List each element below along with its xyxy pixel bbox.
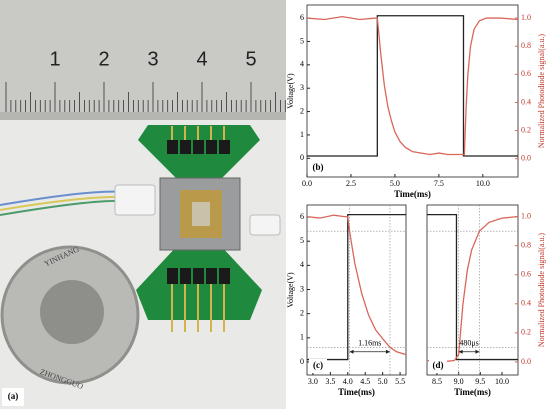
y2-tick-label: 0.6 xyxy=(521,69,531,78)
data-line xyxy=(307,214,406,361)
panel-label: (c) xyxy=(313,360,323,370)
annotation-text: 480μs xyxy=(459,339,478,348)
y2-tick-label: 0.2 xyxy=(521,328,531,337)
plot-area xyxy=(426,204,519,376)
annotation-text: 1.16ms xyxy=(358,339,381,348)
pin-header xyxy=(219,140,230,154)
y-tick-label: 2 xyxy=(300,308,304,317)
y-tick-label: 5 xyxy=(300,36,304,45)
pin-header xyxy=(193,140,204,154)
x-tick-label: 3.5 xyxy=(325,377,335,386)
x-tick-label: 10.0 xyxy=(476,179,490,188)
pin-header xyxy=(206,268,217,284)
panel-label: (b) xyxy=(313,162,324,172)
x-tick-label: 0.0 xyxy=(302,179,312,188)
chart: 3.0 3.5 4.0 4.5 5.0 5.5 0 1 2 3 4 5 6 Time(ms) Voltage… xyxy=(286,204,407,397)
y2-tick-label: 0.0 xyxy=(521,154,531,163)
data-line xyxy=(427,214,518,361)
ruler-number: 2 xyxy=(98,48,109,70)
y-tick-label: 4 xyxy=(300,260,304,269)
y-axis-label: Voltage(V) xyxy=(286,73,295,109)
y-tick-label: 1 xyxy=(300,130,304,139)
x-tick-label: 5.0 xyxy=(390,179,400,188)
ruler-ticks: 1 2 3 4 5 xyxy=(5,48,286,112)
y2-axis-label: Normalized Photodiode signal(a.u.) xyxy=(537,233,546,348)
y2-tick-label: 0.2 xyxy=(521,125,531,134)
x-tick-label: 4.5 xyxy=(360,377,370,386)
x-tick-label: 3.0 xyxy=(308,377,318,386)
pin-header xyxy=(167,140,178,154)
x-tick-label: 10.0 xyxy=(495,377,509,386)
y2-tick-label: 0.4 xyxy=(521,299,531,308)
y2-tick-label: 1.0 xyxy=(521,13,531,22)
y-tick-label: 0 xyxy=(300,357,304,366)
x-axis-label: Time(ms) xyxy=(454,387,491,397)
panel-label: (d) xyxy=(433,360,444,370)
y-tick-label: 0 xyxy=(300,153,304,162)
pin-header xyxy=(193,268,204,284)
ruler-number: 1 xyxy=(49,48,60,70)
x-axis-label: Time(ms) xyxy=(394,189,431,199)
x-tick-label: 5.0 xyxy=(378,377,388,386)
x-tick-label: 7.5 xyxy=(434,179,444,188)
fiber-connector xyxy=(114,184,156,216)
y2-tick-label: 0.0 xyxy=(521,357,531,366)
data-line xyxy=(307,15,518,157)
x-tick-label: 2.5 xyxy=(346,179,356,188)
y-tick-label: 2 xyxy=(300,106,304,115)
fiber-connector xyxy=(249,214,281,236)
y-tick-label: 4 xyxy=(300,60,304,69)
y-axis-label: Voltage(V) xyxy=(286,272,295,308)
x-tick-label: 9.5 xyxy=(475,377,485,386)
plot-area xyxy=(306,4,519,178)
ruler xyxy=(0,0,286,118)
chart: 0.0 2.5 5.0 7.5 10.0 0 1 2 3 4 5 6 0.0 0.2 0.4 0.6 0.8 1.… xyxy=(286,4,546,199)
connector-pins xyxy=(167,126,230,332)
panel-label-box xyxy=(309,359,327,373)
panel-label-box xyxy=(309,161,327,175)
panel-label: (a) xyxy=(8,391,19,401)
data-line xyxy=(426,215,519,363)
y-tick-label: 5 xyxy=(300,236,304,245)
pin-header xyxy=(167,268,178,284)
x-axis-label: Time(ms) xyxy=(338,387,375,397)
x-tick-label: 5.5 xyxy=(395,377,405,386)
y-tick-label: 6 xyxy=(300,13,304,22)
panel-label-box xyxy=(2,388,24,406)
chip-electrode xyxy=(192,202,210,226)
y2-tick-label: 0.8 xyxy=(521,241,531,250)
pin-header xyxy=(206,140,217,154)
chart: 8.5 9.0 9.5 10.0 0.0 0.2 0.4 0.6 0.8 1.0 Time(ms) N… xyxy=(426,204,546,397)
ruler-number: 4 xyxy=(196,48,207,70)
pin-header xyxy=(219,268,230,284)
plot-area xyxy=(306,204,407,376)
y2-axis-label: Normalized Photodiode signal(a.u.) xyxy=(537,34,546,149)
y-tick-label: 3 xyxy=(300,284,304,293)
ruler-number: 3 xyxy=(147,48,158,70)
pin-header xyxy=(180,140,191,154)
data-line xyxy=(306,214,407,356)
y2-tick-label: 0.6 xyxy=(521,270,531,279)
y2-tick-label: 1.0 xyxy=(521,211,531,220)
panel-label-box xyxy=(429,359,447,373)
data-line xyxy=(306,16,519,156)
y-tick-label: 6 xyxy=(300,212,304,221)
x-tick-label: 9.0 xyxy=(454,377,464,386)
x-tick-label: 4.0 xyxy=(343,377,353,386)
ruler-number: 5 xyxy=(245,48,256,70)
y2-tick-label: 0.4 xyxy=(521,97,531,106)
y-tick-label: 1 xyxy=(300,333,304,342)
y2-tick-label: 0.8 xyxy=(521,41,531,50)
x-tick-label: 8.5 xyxy=(432,377,442,386)
y-tick-label: 3 xyxy=(300,83,304,92)
pin-header xyxy=(180,268,191,284)
coin-flower xyxy=(40,280,104,344)
ruler-edge xyxy=(0,112,286,120)
